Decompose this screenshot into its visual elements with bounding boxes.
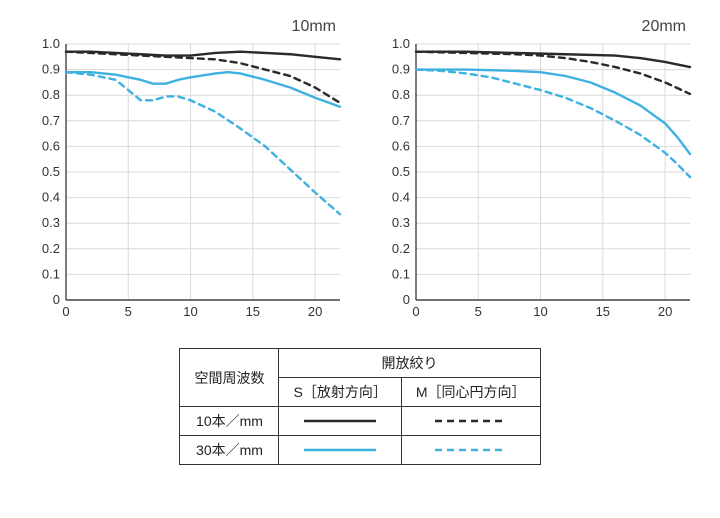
legend-sample-10-s <box>279 407 401 436</box>
svg-text:5: 5 <box>125 304 132 319</box>
charts-row: 10mm 0 0.1 0.2 0.3 0.4 0.5 0.6 0.7 0.8 0.9 1.0 0 5 10… <box>0 0 720 320</box>
svg-text:0.6: 0.6 <box>392 138 410 153</box>
legend-header-s: S［放射方向］ <box>279 378 401 407</box>
legend-sample-30-m <box>401 436 540 465</box>
svg-text:20: 20 <box>308 304 322 319</box>
legend-row-10: 10本／mm <box>180 407 540 436</box>
svg-text:0.7: 0.7 <box>42 113 60 128</box>
line-sample <box>304 443 376 459</box>
svg-text:0.5: 0.5 <box>392 164 410 179</box>
svg-text:0.3: 0.3 <box>42 215 60 230</box>
svg-text:0.6: 0.6 <box>42 138 60 153</box>
chart-svg-10mm: 0 0.1 0.2 0.3 0.4 0.5 0.6 0.7 0.8 0.9 1.0 0 5 10 15 20 <box>20 10 350 320</box>
svg-text:0: 0 <box>412 304 419 319</box>
legend-header-m: M［同心円方向］ <box>401 378 540 407</box>
svg-text:0.8: 0.8 <box>392 87 410 102</box>
legend-header-row-1: 空間周波数 開放絞り <box>180 349 540 378</box>
chart-title-10mm: 10mm <box>292 18 336 36</box>
legend-label-30: 30本／mm <box>180 436 279 465</box>
svg-text:0: 0 <box>62 304 69 319</box>
page: { "charts": [ { "title": "10mm", "width"… <box>0 0 720 518</box>
line-sample <box>435 414 507 430</box>
legend-table: 空間周波数 開放絞り S［放射方向］ M［同心円方向］ 10本／mm 30本／m… <box>179 348 540 465</box>
svg-text:0.4: 0.4 <box>392 190 410 205</box>
svg-text:0.3: 0.3 <box>392 215 410 230</box>
legend-sample-10-m <box>401 407 540 436</box>
legend-sample-30-s <box>279 436 401 465</box>
legend-row-30: 30本／mm <box>180 436 540 465</box>
svg-text:1.0: 1.0 <box>42 36 60 51</box>
legend-header-aperture: 開放絞り <box>279 349 540 378</box>
chart-20mm: 20mm 0 0.1 0.2 0.3 0.4 0.5 0.6 0.7 0.8 0.9 1.0 0 5 10… <box>370 10 700 320</box>
svg-text:0: 0 <box>403 292 410 307</box>
svg-text:10: 10 <box>533 304 547 319</box>
svg-text:15: 15 <box>246 304 260 319</box>
svg-text:5: 5 <box>475 304 482 319</box>
svg-text:0.1: 0.1 <box>392 266 410 281</box>
legend-label-10: 10本／mm <box>180 407 279 436</box>
svg-text:0.4: 0.4 <box>42 190 60 205</box>
svg-text:1.0: 1.0 <box>392 36 410 51</box>
svg-text:0.2: 0.2 <box>42 241 60 256</box>
svg-text:10: 10 <box>183 304 197 319</box>
svg-text:0.9: 0.9 <box>392 62 410 77</box>
chart-svg-20mm: 0 0.1 0.2 0.3 0.4 0.5 0.6 0.7 0.8 0.9 1.0 0 5 10 15 20 <box>370 10 700 320</box>
svg-text:15: 15 <box>596 304 610 319</box>
legend-header-freq: 空間周波数 <box>180 349 279 407</box>
svg-text:0.7: 0.7 <box>392 113 410 128</box>
svg-text:20: 20 <box>658 304 672 319</box>
svg-text:0.2: 0.2 <box>392 241 410 256</box>
svg-text:0.1: 0.1 <box>42 266 60 281</box>
chart-title-20mm: 20mm <box>642 18 686 36</box>
svg-text:0.9: 0.9 <box>42 62 60 77</box>
svg-text:0: 0 <box>53 292 60 307</box>
svg-text:0.8: 0.8 <box>42 87 60 102</box>
chart-10mm: 10mm 0 0.1 0.2 0.3 0.4 0.5 0.6 0.7 0.8 0.9 1.0 0 5 10… <box>20 10 350 320</box>
line-sample <box>435 443 507 459</box>
line-sample <box>304 414 376 430</box>
svg-text:0.5: 0.5 <box>42 164 60 179</box>
